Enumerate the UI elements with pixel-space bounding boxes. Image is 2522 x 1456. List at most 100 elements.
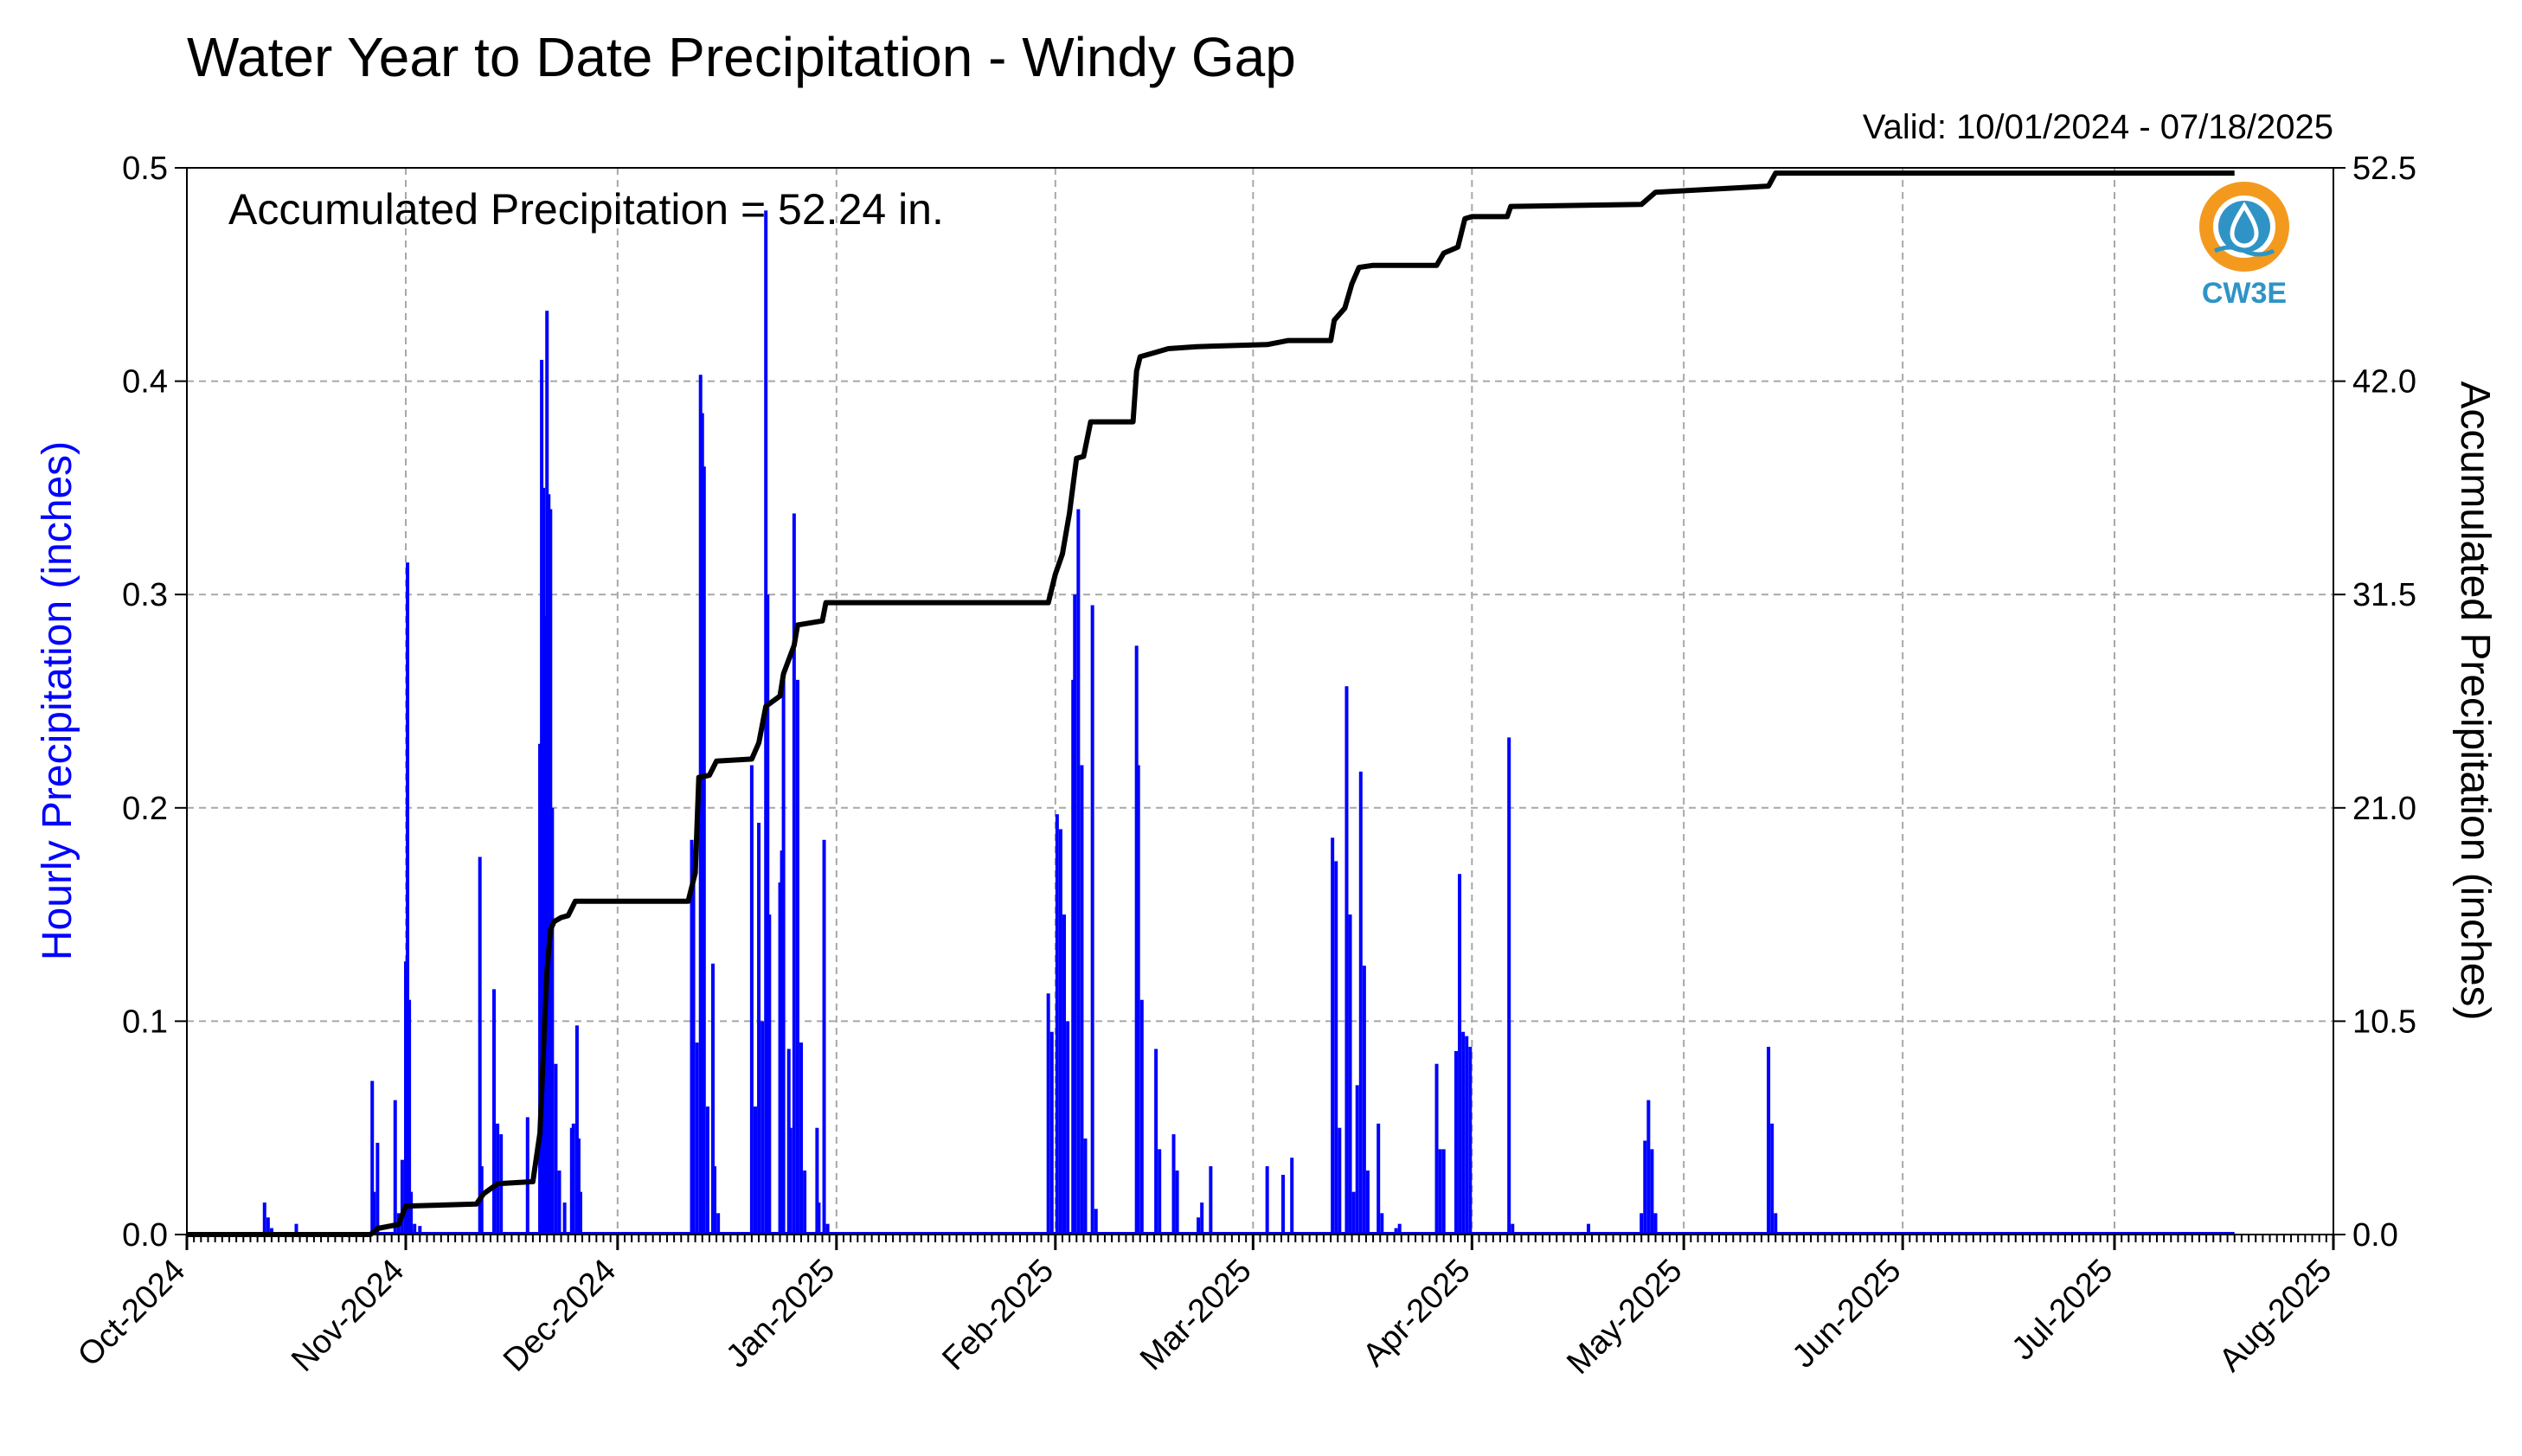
- precip-bar: [1355, 1085, 1359, 1235]
- precip-bar: [1348, 914, 1352, 1235]
- precip-bar: [418, 1226, 422, 1235]
- chart-title: Water Year to Date Precipitation - Windy…: [187, 26, 1296, 88]
- y-tick-label: 0.5: [122, 151, 168, 187]
- precip-bar: [400, 1159, 404, 1235]
- precip-bar: [1066, 1021, 1070, 1235]
- precip-bar: [1058, 829, 1062, 1235]
- precip-bar: [1080, 765, 1084, 1235]
- precip-bar: [1454, 1050, 1458, 1235]
- precip-bar: [1331, 837, 1335, 1235]
- y2-tick-label: 0.0: [2352, 1217, 2398, 1254]
- precip-bar: [1377, 1123, 1381, 1235]
- hourly-precip-bars: [187, 210, 2235, 1235]
- precip-bar: [578, 1191, 582, 1235]
- precip-bar: [1062, 914, 1067, 1235]
- precip-bar: [781, 679, 786, 1235]
- precip-bar: [1071, 679, 1075, 1235]
- precip-bar: [711, 963, 716, 1235]
- precip-bar: [547, 494, 551, 1235]
- precip-bar: [478, 856, 482, 1235]
- precip-bar: [538, 743, 542, 1235]
- precip-bar: [1653, 1213, 1658, 1235]
- y2-tick-label: 10.5: [2352, 1004, 2416, 1040]
- cw3e-logo: CW3E: [2199, 182, 2289, 310]
- precip-bar: [778, 882, 782, 1235]
- precip-bar: [1362, 965, 1366, 1235]
- precip-bar: [716, 1213, 721, 1235]
- logo-ring-icon: [2199, 182, 2289, 272]
- logo-core-icon: [2218, 201, 2270, 253]
- precip-bar: [370, 1081, 375, 1235]
- precip-bar: [1334, 861, 1338, 1235]
- precip-bar: [409, 1191, 414, 1235]
- precip-bar: [825, 1223, 830, 1235]
- precip-bar: [705, 1106, 709, 1235]
- precip-bar: [1171, 1134, 1176, 1235]
- precip-bar: [1461, 1031, 1466, 1235]
- precip-bar: [1468, 1046, 1473, 1235]
- precip-bar: [817, 1203, 821, 1235]
- accumulated-line: [187, 170, 2235, 1237]
- precip-bar: [760, 1021, 765, 1235]
- precip-bar: [1076, 509, 1081, 1235]
- y2-tick-label: 42.0: [2352, 364, 2416, 401]
- precip-bar: [698, 375, 703, 1235]
- precip-bar: [549, 509, 553, 1235]
- logo-text: CW3E: [2202, 277, 2287, 310]
- y-tick-label: 0.3: [122, 577, 168, 613]
- precip-bar: [1344, 686, 1349, 1235]
- precip-bar: [1139, 999, 1144, 1235]
- precip-bar: [1351, 1191, 1356, 1235]
- precip-bar: [1281, 1174, 1286, 1235]
- precip-bar: [372, 1191, 376, 1235]
- precip-bar: [543, 615, 548, 1235]
- precip-bar: [266, 1217, 270, 1235]
- y-axis-label: Hourly Precipitation (inches): [35, 441, 80, 960]
- precip-bar: [702, 466, 706, 1235]
- precip-bar: [545, 311, 549, 1235]
- precip-bar: [690, 839, 694, 1235]
- precip-bar: [815, 1127, 819, 1235]
- precip-bar: [413, 1223, 417, 1235]
- y2-axis-label: Accumulated Precipitation (inches): [2452, 381, 2498, 1020]
- precip-bar: [1094, 1209, 1098, 1235]
- precip-bar: [700, 413, 704, 1235]
- precip-bar: [1380, 1213, 1384, 1235]
- y-tick-labels: 0.0 0.1 0.2 0.3 0.4 0.5: [122, 151, 168, 1254]
- precip-bar: [1650, 1149, 1654, 1235]
- precip-bar: [574, 1025, 579, 1235]
- precip-bar: [822, 839, 826, 1235]
- precip-bar: [803, 1171, 807, 1235]
- precip-bar: [1265, 1166, 1269, 1235]
- precip-bar: [786, 1049, 791, 1235]
- precip-bar: [1290, 1158, 1294, 1235]
- y-tick-label: 0.0: [122, 1217, 168, 1254]
- precip-bar: [294, 1223, 298, 1235]
- precip-bar: [1586, 1223, 1590, 1235]
- precip-bar: [1134, 645, 1139, 1235]
- precip-bar: [1441, 1149, 1446, 1235]
- precip-bar: [1197, 1217, 1201, 1235]
- y2-tick-label: 31.5: [2352, 577, 2416, 613]
- precip-bar: [792, 513, 796, 1235]
- y2-tick-labels: 0.0 10.5 21.0 31.5 42.0 52.5: [2352, 151, 2416, 1254]
- precip-bar: [799, 1042, 804, 1235]
- precip-bar: [766, 594, 770, 1235]
- precip-bar: [1458, 874, 1462, 1235]
- axis-ticks: [175, 167, 2346, 1250]
- precip-bar: [1507, 737, 1511, 1235]
- precip-bar: [571, 1123, 575, 1235]
- y2-tick-label: 52.5: [2352, 151, 2416, 187]
- precip-bar: [695, 1042, 699, 1235]
- precip-bar: [562, 1203, 567, 1235]
- precip-bar: [780, 850, 784, 1235]
- precip-bar: [550, 807, 555, 1235]
- precip-bar: [576, 1139, 581, 1235]
- precip-bar: [1158, 1149, 1162, 1235]
- accumulated-precip-line: [187, 170, 2235, 1237]
- precip-bar: [1200, 1203, 1204, 1235]
- precip-bar: [753, 1106, 757, 1235]
- precip-bar: [1774, 1213, 1778, 1235]
- precip-bar: [1643, 1140, 1647, 1235]
